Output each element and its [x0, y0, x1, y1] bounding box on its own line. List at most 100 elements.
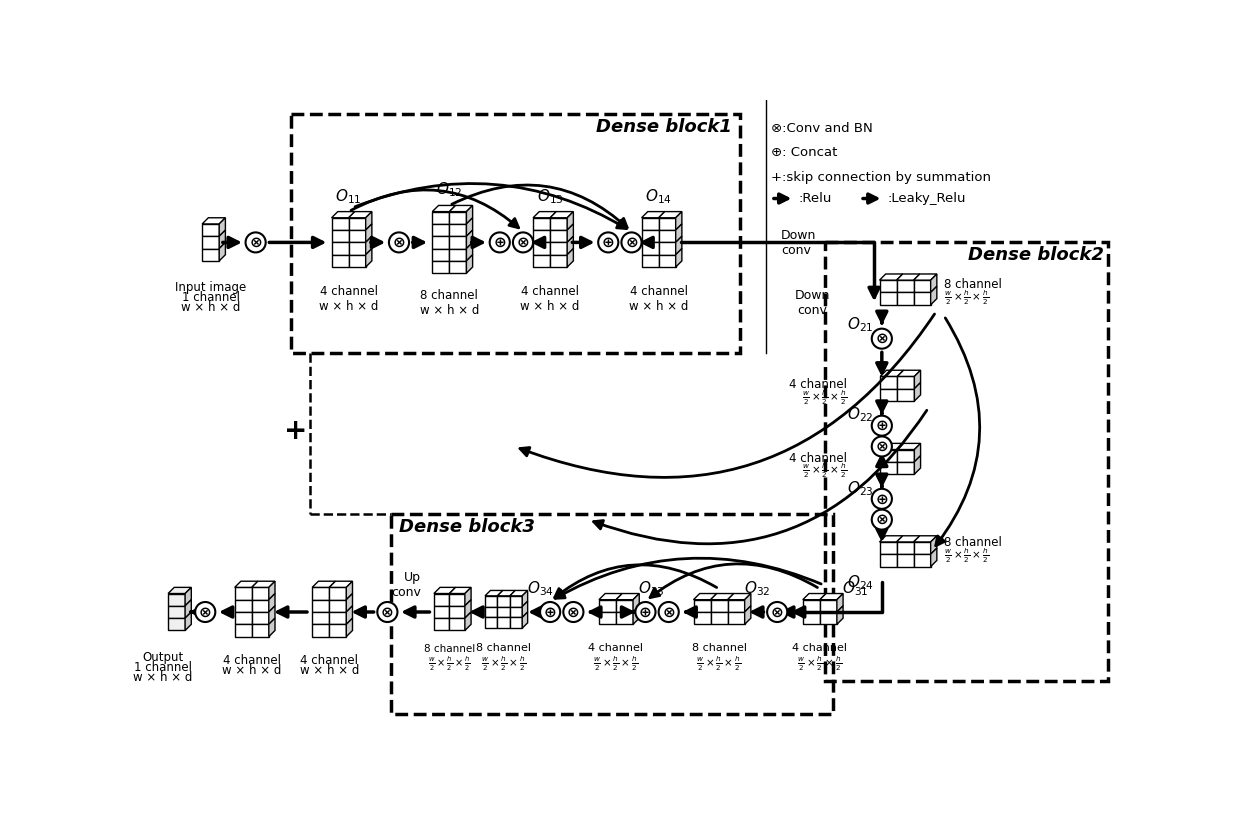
Polygon shape [745, 606, 751, 624]
Text: ⊕: ⊕ [544, 605, 556, 620]
Polygon shape [484, 617, 497, 628]
Text: ⊗: ⊗ [771, 605, 783, 620]
Polygon shape [567, 224, 574, 242]
Text: ⊗: ⊗ [626, 235, 638, 250]
Text: ⊕: ⊕ [493, 235, 506, 250]
Polygon shape [675, 224, 681, 242]
Text: 4 channel: 4 channel [792, 643, 847, 653]
Polygon shape [348, 212, 372, 217]
Polygon shape [432, 212, 450, 224]
Circle shape [872, 489, 892, 509]
Text: ⊕: ⊕ [876, 491, 888, 506]
Polygon shape [633, 594, 639, 612]
Polygon shape [346, 606, 353, 624]
Polygon shape [346, 618, 353, 636]
Polygon shape [897, 461, 914, 474]
Text: 8 channel: 8 channel [944, 536, 1001, 549]
Text: $O_{21}$: $O_{21}$ [847, 316, 873, 334]
Text: Dense block2: Dense block2 [969, 247, 1104, 264]
Text: 1 channel: 1 channel [182, 291, 239, 304]
Polygon shape [466, 217, 472, 237]
Circle shape [636, 602, 655, 622]
Polygon shape [880, 554, 897, 566]
Polygon shape [169, 594, 185, 606]
Text: $O_{34}$: $O_{34}$ [527, 580, 554, 598]
Text: $\frac{w}{2}\times\frac{h}{2}\times\frac{h}{2}$: $\frac{w}{2}\times\frac{h}{2}\times\frac… [427, 655, 471, 672]
Polygon shape [803, 612, 820, 624]
Polygon shape [930, 274, 937, 292]
Polygon shape [803, 594, 826, 600]
Text: +: + [284, 417, 307, 445]
Circle shape [513, 232, 533, 252]
Text: :Relu: :Relu [798, 192, 831, 205]
Polygon shape [522, 601, 528, 617]
Polygon shape [466, 230, 472, 248]
Polygon shape [497, 617, 509, 628]
Polygon shape [880, 461, 897, 474]
Polygon shape [880, 292, 897, 305]
Polygon shape [509, 591, 528, 596]
Circle shape [872, 329, 892, 349]
Polygon shape [727, 600, 745, 612]
Polygon shape [836, 594, 843, 612]
Polygon shape [366, 248, 372, 267]
Polygon shape [616, 594, 639, 600]
Polygon shape [219, 242, 225, 261]
Text: 4 channel
w × h × d: 4 channel w × h × d [629, 285, 689, 312]
Polygon shape [497, 596, 509, 606]
Polygon shape [880, 389, 897, 401]
Polygon shape [432, 237, 450, 248]
Polygon shape [509, 617, 522, 628]
Circle shape [489, 232, 509, 252]
Polygon shape [234, 600, 252, 612]
Polygon shape [330, 600, 346, 612]
Polygon shape [434, 606, 450, 618]
Text: Down
conv: Down conv [781, 229, 817, 257]
Polygon shape [332, 217, 348, 230]
Text: $O_{13}$: $O_{13}$ [536, 187, 564, 206]
Polygon shape [450, 594, 465, 606]
Polygon shape [694, 594, 716, 600]
Polygon shape [675, 248, 681, 267]
Polygon shape [897, 377, 914, 389]
Polygon shape [710, 600, 727, 612]
Polygon shape [450, 587, 471, 594]
Polygon shape [880, 377, 897, 389]
Polygon shape [366, 212, 372, 230]
Polygon shape [450, 618, 465, 631]
Text: ⊗: ⊗ [382, 605, 394, 620]
Polygon shape [434, 594, 450, 606]
Polygon shape [567, 237, 574, 255]
Polygon shape [497, 591, 515, 596]
Text: Up
conv: Up conv [390, 571, 421, 599]
Polygon shape [659, 255, 675, 267]
Text: $\frac{w}{2}\times\frac{h}{2}\times\frac{h}{2}$: $\frac{w}{2}\times\frac{h}{2}\times\frac… [593, 655, 638, 673]
Polygon shape [897, 542, 913, 554]
Text: 8 channel: 8 channel [944, 278, 1001, 292]
Polygon shape [202, 224, 219, 237]
Text: 4 channel: 4 channel [223, 655, 281, 667]
Polygon shape [450, 248, 466, 261]
Text: 4 channel: 4 channel [789, 451, 847, 465]
Polygon shape [332, 230, 348, 242]
Polygon shape [533, 212, 556, 217]
Polygon shape [880, 370, 903, 377]
Text: Dense block3: Dense block3 [399, 518, 535, 536]
Circle shape [564, 602, 584, 622]
Polygon shape [914, 456, 921, 474]
Polygon shape [675, 237, 681, 255]
Polygon shape [533, 255, 550, 267]
Text: ⊗: ⊗ [876, 439, 888, 454]
Polygon shape [820, 600, 836, 612]
Polygon shape [252, 624, 269, 636]
Text: w × h × d: w × h × d [181, 301, 240, 314]
Polygon shape [269, 618, 275, 636]
Polygon shape [914, 370, 921, 389]
Polygon shape [466, 255, 472, 273]
Polygon shape [466, 206, 472, 224]
Text: w × h × d: w × h × d [133, 671, 192, 684]
Polygon shape [880, 274, 903, 280]
Text: ⊗: ⊗ [663, 605, 675, 620]
Polygon shape [930, 548, 937, 566]
Text: ⊕: ⊕ [602, 235, 615, 250]
